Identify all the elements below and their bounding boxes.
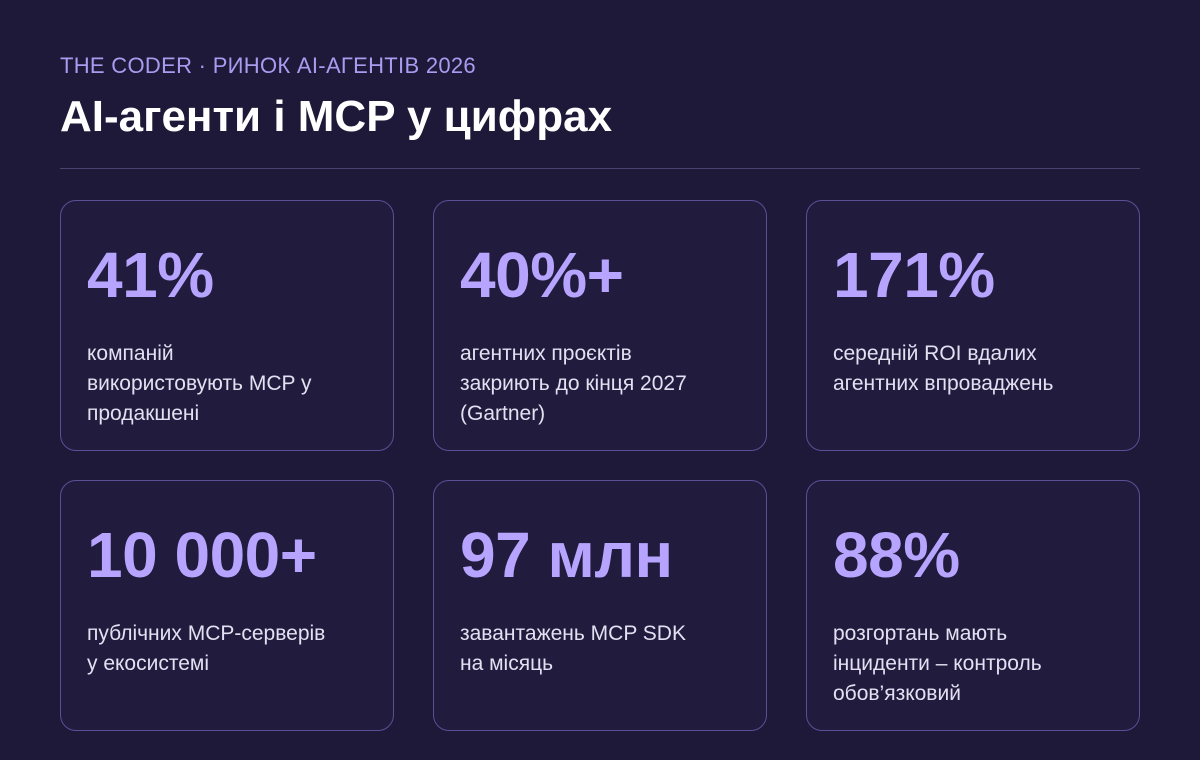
description-line: агентних впроваджень xyxy=(833,372,1054,395)
description-line: агентних проєктів xyxy=(460,342,632,365)
stat-value: 41% xyxy=(87,239,214,311)
stat-card: 10 000+ публічних MCP-серверів у екосистем… xyxy=(60,480,394,731)
stat-card: 97 млн завантажень MCP SDK на місяць xyxy=(433,480,767,731)
description-line: закриють до кінця 2027 xyxy=(460,372,687,395)
stat-description: публічних MCP-серверів у екосистемі xyxy=(87,619,373,679)
description-line: на місяць xyxy=(460,652,554,675)
description-line: обов’язковий xyxy=(833,682,961,705)
divider xyxy=(60,168,1140,169)
stat-card: 40%+ агентних проєктів закриють до кінця 2… xyxy=(433,200,767,451)
stat-card: 88% розгортань мають інциденти – контроль о… xyxy=(806,480,1140,731)
stat-description: компаній використовують MCP у продакшені xyxy=(87,339,373,429)
stat-value: 171% xyxy=(833,239,995,311)
description-line: публічних MCP-серверів xyxy=(87,622,326,645)
title: AI-агенти і MCP у цифрах xyxy=(60,92,613,141)
description-line: продакшені xyxy=(87,402,200,425)
stat-description: розгортань мають інциденти – контроль обов… xyxy=(833,619,1119,709)
stat-description: агентних проєктів закриють до кінця 2027 (… xyxy=(460,339,746,429)
kicker: THE CODER · РИНОК AI-АГЕНТІВ 2026 xyxy=(60,53,476,78)
description-line: (Gartner) xyxy=(460,402,546,425)
stat-card: 171% середній ROI вдалих агентних впровадж… xyxy=(806,200,1140,451)
description-line: середній ROI вдалих xyxy=(833,342,1037,365)
stat-value: 40%+ xyxy=(460,239,624,311)
stat-value: 88% xyxy=(833,519,960,591)
stat-description: завантажень MCP SDK на місяць xyxy=(460,619,746,679)
stat-value: 10 000+ xyxy=(87,519,317,591)
description-line: інциденти – контроль xyxy=(833,652,1042,675)
stat-description: середній ROI вдалих агентних впроваджень xyxy=(833,339,1119,399)
description-line: компаній xyxy=(87,342,174,365)
description-line: використовують MCP у xyxy=(87,372,312,395)
stat-card: 41% компаній використовують MCP у продакшен… xyxy=(60,200,394,451)
stat-value: 97 млн xyxy=(460,519,673,591)
description-line: завантажень MCP SDK xyxy=(460,622,686,645)
description-line: розгортань мають xyxy=(833,622,1008,645)
description-line: у екосистемі xyxy=(87,652,210,675)
card-grid: 41% компаній використовують MCP у продакшен… xyxy=(60,200,1140,731)
